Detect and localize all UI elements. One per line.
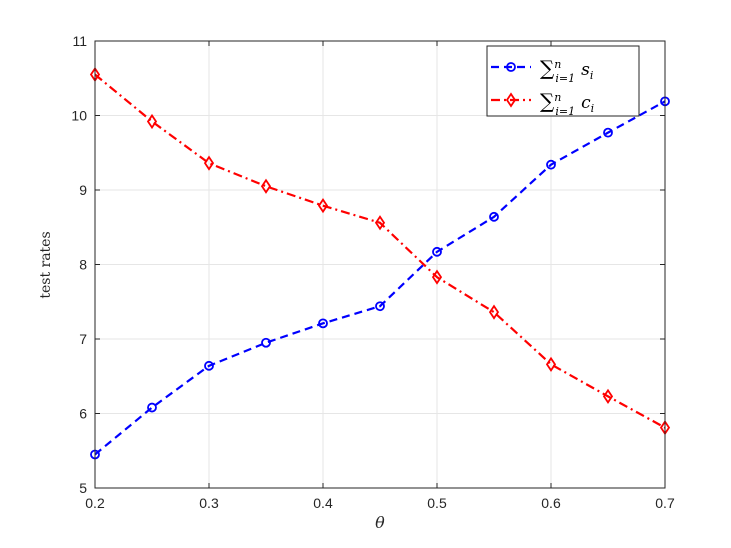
x-tick-label: 0.3 [199, 495, 219, 511]
legend-label-c: ∑n i=1 ci [540, 89, 594, 118]
y-tick-label: 11 [72, 33, 87, 49]
axis-ticks: 0.2 0.3 0.4 0.5 0.6 0.7 5 6 7 8 9 10 11 [71, 33, 675, 511]
data-point-s [261, 337, 271, 348]
x-tick-label: 0.5 [427, 495, 447, 511]
data-point-c [203, 155, 215, 171]
data-point-c [146, 113, 158, 130]
data-point-s [147, 402, 157, 413]
x-tick-label: 0.2 [85, 495, 105, 511]
data-point-s [489, 211, 499, 222]
y-tick-label: 9 [79, 182, 87, 198]
legend: ∑n i=1 si ∑n i=1 ci [486, 45, 640, 118]
y-tick-label: 10 [71, 108, 87, 124]
legend-label-s: ∑n i=1 si [540, 56, 593, 85]
y-tick-label: 7 [79, 331, 87, 347]
legend-marker-c [505, 92, 517, 108]
x-tick-label: 0.7 [655, 495, 675, 511]
data-point-s [432, 246, 442, 257]
data-point-c [488, 304, 500, 320]
data-point-s [546, 159, 556, 170]
data-point-s [375, 301, 385, 312]
legend-entry-c: ∑n i=1 ci [491, 89, 594, 118]
y-tick-label: 5 [79, 480, 87, 496]
series-line-c [94, 73, 666, 429]
legend-entry-s: ∑n i=1 si [491, 56, 593, 85]
legend-marker-s [506, 62, 516, 72]
data-point-s [318, 318, 328, 329]
data-point-c [317, 198, 329, 214]
y-tick-label: 8 [79, 257, 87, 273]
x-tick-label: 0.6 [541, 495, 561, 511]
data-point-c [545, 356, 557, 372]
data-point-c [431, 269, 443, 285]
x-axis-label: θ [375, 513, 385, 532]
data-point-s [204, 360, 214, 371]
series-line-s [94, 100, 666, 456]
data-point-s [603, 127, 613, 138]
data-point-c [374, 215, 386, 231]
data-point-c [602, 388, 614, 404]
data-point-c [260, 178, 272, 194]
x-tick-label: 0.4 [313, 495, 333, 511]
y-tick-label: 6 [79, 406, 87, 422]
y-axis-label: test rates [38, 231, 54, 298]
